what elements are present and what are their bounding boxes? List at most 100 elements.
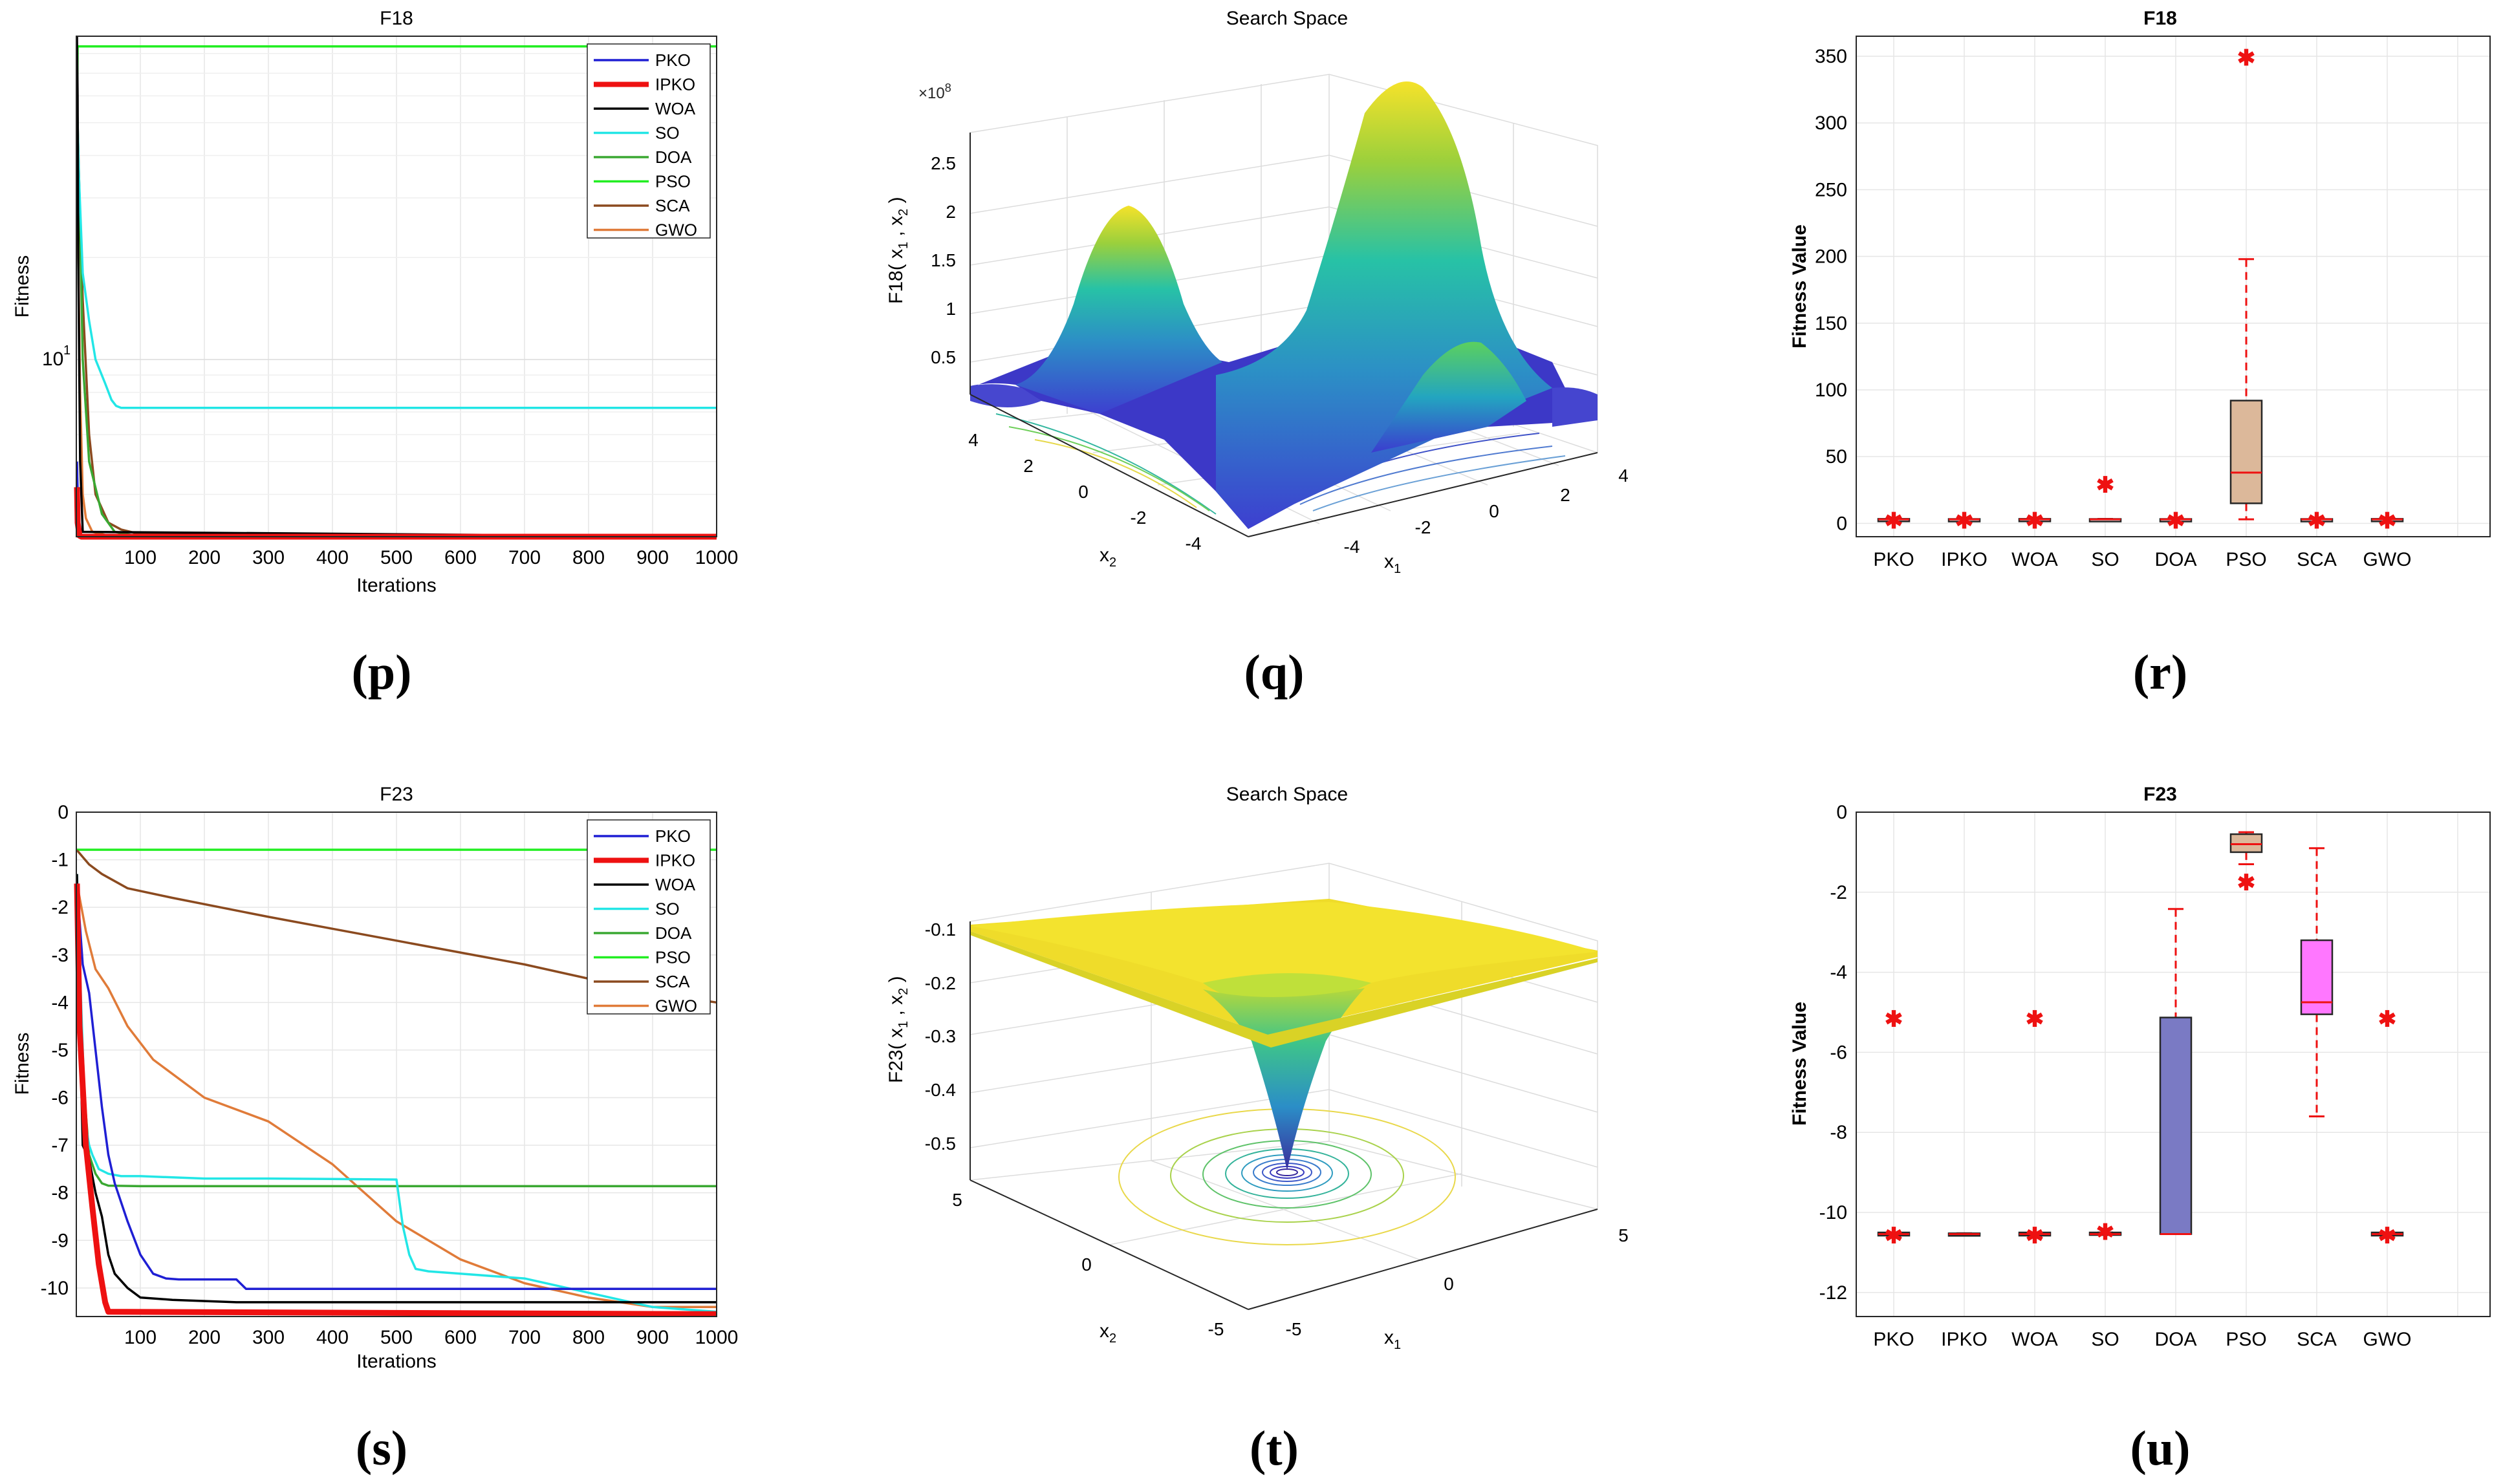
q-x2ticks-label: -4 — [1186, 533, 1202, 554]
panel-q-exponent: ×108 — [918, 81, 951, 102]
r-xtick-label: PSO — [2226, 549, 2266, 570]
panel-q-x2-label: x2 — [1100, 544, 1116, 570]
panel-p-ytick: 10 1 — [42, 343, 70, 370]
panel-p-convergence-f18: F18 100 200 300 400 500 600 700 800 900 1000 10 1… — [12, 8, 738, 596]
panel-q-surface — [970, 81, 1598, 529]
p-legend-label: DOA — [655, 147, 692, 167]
q-x1ticks-label: 2 — [1560, 485, 1570, 505]
s-ytick-label: -4 — [51, 992, 69, 1013]
p-xtick-label: 800 — [572, 547, 605, 568]
panel-u-yticks: 0 -2 -4 -6 -8 -10 -12 — [1819, 802, 1847, 1304]
p-xtick-label: 1000 — [695, 547, 739, 568]
q-x1ticks-label: 4 — [1618, 466, 1629, 486]
r-ytick-label: 150 — [1815, 313, 1847, 334]
panel-q-axes-lines — [970, 133, 1598, 537]
s-legend-label: PSO — [655, 948, 691, 967]
caption-t: (t) — [1250, 1421, 1299, 1476]
t-zticks-label: -0.1 — [925, 919, 956, 940]
u-xtick-label: GWO — [2363, 1329, 2412, 1350]
panel-s-title: F23 — [380, 784, 413, 805]
r-outlier-marker: ✱ — [2096, 473, 2115, 497]
s-xtick-label: 800 — [572, 1327, 605, 1348]
p-xtick-label: 400 — [316, 547, 349, 568]
u-xtick-label: WOA — [2011, 1329, 2058, 1350]
u-ytick-label: -8 — [1830, 1122, 1847, 1143]
p-legend-label: SCA — [655, 196, 690, 215]
panel-r-boxes: ✱ ✱ ✱ ✱ ✱ ✱ ✱ ✱ — [1877, 46, 2404, 533]
u-outlier-marker: ✱ — [1885, 1223, 1903, 1248]
s-ytick-label: -6 — [51, 1088, 69, 1109]
u-xtick-label: PSO — [2226, 1329, 2266, 1350]
panel-captions: (p) (q) (r) (s) (t) (u) — [352, 645, 2191, 1476]
q-zticks-label: 2 — [946, 202, 956, 222]
q-zticks-label: 1 — [946, 299, 956, 319]
r-outlier-marker: ✱ — [2308, 509, 2326, 533]
panel-p-xlabel: Iterations — [356, 575, 436, 596]
s-xtick-label: 600 — [444, 1327, 477, 1348]
r-box-ipko: ✱ — [1947, 509, 1981, 533]
p-legend-label: GWO — [655, 220, 697, 240]
q-x2ticks-label: 0 — [1078, 482, 1089, 502]
panel-t-axes-lines — [970, 921, 1598, 1310]
panel-t-zlabel: F23( x1 , x2 ) — [885, 976, 911, 1083]
u-ytick-label: -10 — [1819, 1202, 1847, 1223]
panel-q-title: Search Space — [1226, 8, 1348, 29]
s-xtick-label: 900 — [636, 1327, 669, 1348]
panel-p-title: F18 — [380, 8, 413, 29]
r-outlier-marker: ✱ — [2378, 509, 2397, 533]
s-ytick-label: -9 — [51, 1230, 69, 1251]
r-box-gwo: ✱ — [2370, 509, 2404, 533]
panel-r-yticks: 0 50 100 150 200 250 300 350 — [1815, 46, 1847, 534]
u-box-body — [2159, 1016, 2193, 1235]
u-outlier-marker: ✱ — [2237, 870, 2256, 895]
panel-t-zticks: -0.1 -0.2 -0.3 -0.4 -0.5 — [925, 919, 956, 1154]
q-x1ticks-label: -4 — [1344, 537, 1360, 557]
r-ytick-label: 0 — [1836, 513, 1847, 534]
s-legend-label: GWO — [655, 996, 697, 1016]
panel-p-series — [74, 36, 717, 540]
panel-r-grid — [1856, 36, 2490, 537]
p-legend-label: IPKO — [655, 75, 695, 94]
s-legend-label: SO — [655, 899, 680, 919]
u-xtick-label: SO — [2091, 1329, 2119, 1350]
u-outlier-marker: ✱ — [2026, 1223, 2044, 1248]
r-box-pso: ✱ — [2229, 46, 2263, 521]
p-xtick-label: 300 — [252, 547, 285, 568]
r-ytick-label: 100 — [1815, 380, 1847, 401]
u-outlier-marker: ✱ — [2026, 1007, 2044, 1032]
u-box-doa — [2159, 908, 2193, 1235]
panel-q-x1-ticks: -4 -2 0 2 4 — [1344, 466, 1629, 557]
panel-p-ytick-base: 10 — [42, 349, 63, 370]
u-outlier-marker: ✱ — [2378, 1223, 2397, 1248]
u-ytick-label: 0 — [1836, 802, 1847, 823]
s-ytick-label: -3 — [51, 945, 69, 966]
q-x2ticks-label: -2 — [1131, 508, 1147, 528]
panel-t-surface — [970, 899, 1598, 1170]
t-zticks-label: -0.4 — [925, 1080, 956, 1100]
r-box-sca: ✱ — [2300, 509, 2334, 533]
u-outlier-marker: ✱ — [2378, 1007, 2397, 1032]
panel-r-axes-box — [1856, 36, 2491, 537]
p-xtick-label: 600 — [444, 547, 477, 568]
s-ytick-label: -2 — [51, 897, 69, 918]
caption-r: (r) — [2133, 645, 2187, 700]
r-outlier-marker: ✱ — [1885, 509, 1903, 533]
panel-r-ylabel: Fitness Value — [1789, 224, 1810, 349]
s-ytick-label: -8 — [51, 1183, 69, 1204]
panel-t-x2-ticks: 5 0 -5 — [952, 1190, 1224, 1339]
p-legend-label: PSO — [655, 172, 691, 191]
t-x2ticks-label: 0 — [1081, 1254, 1092, 1274]
panel-t-surface-f23: Search Space -0.1 -0.2 -0.3 -0.4 -0.5 — [885, 784, 1629, 1352]
r-ytick-label: 200 — [1815, 246, 1847, 268]
panel-u-axes-box — [1856, 812, 2491, 1317]
panel-q-zlabel: F18( x1 , x2 ) — [885, 197, 911, 304]
p-xtick-label: 200 — [188, 547, 221, 568]
r-ytick-label: 250 — [1815, 179, 1847, 200]
panel-u-boxplot-f23: F23 ✱✱✱✱ ✱✱✱✱ PKO IPKO WOA SO DOA PSO SCA GWO 0-… — [1789, 784, 2491, 1350]
r-ytick-label: 350 — [1815, 46, 1847, 67]
p-legend-label: SO — [655, 124, 680, 143]
r-box-doa: ✱ — [2159, 509, 2193, 533]
panel-t-x1-label: x1 — [1384, 1327, 1401, 1352]
s-ytick-label: -10 — [41, 1278, 69, 1299]
u-box-so: ✱ — [2088, 1220, 2122, 1245]
